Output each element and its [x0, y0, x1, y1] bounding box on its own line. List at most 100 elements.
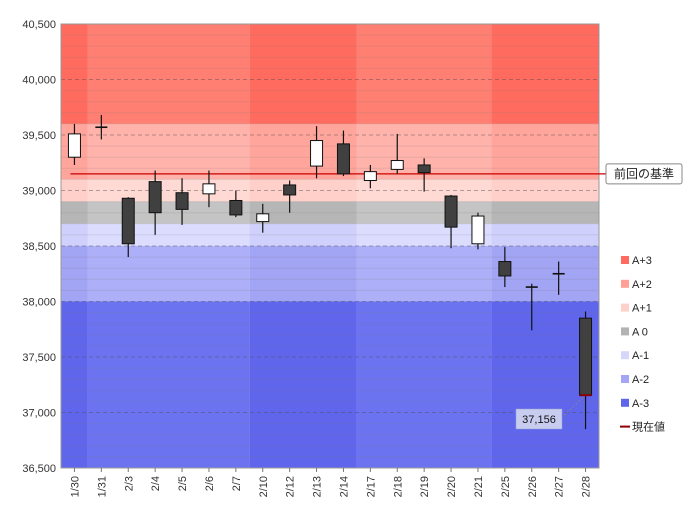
x-tick-label: 2/18 [392, 476, 404, 497]
x-tick-label: 2/7 [231, 476, 243, 491]
candle-body-down [336, 143, 350, 175]
y-tick-label: 40,000 [22, 75, 56, 87]
x-tick-label: 2/21 [473, 476, 485, 497]
candle-2-5 [175, 178, 189, 225]
x-tick-label: 2/20 [446, 476, 458, 497]
reference-label: 前回の基準 [614, 166, 674, 181]
band-aplus1-seg-2 [249, 179, 357, 202]
x-axis: 1/30 1/31 2/3 2/4 2/5 2/6 2/7 2/10 2/12 2/13 2/14 2… [69, 468, 593, 497]
band-aplus2-seg-4 [491, 123, 599, 180]
candle-2-21 [471, 212, 485, 250]
y-tick-label: 37,500 [22, 352, 56, 364]
x-tick-label: 2/17 [365, 476, 377, 497]
candle-body-down [498, 261, 512, 277]
legend-swatch-aminus2 [621, 375, 629, 383]
candle-body-down [175, 192, 189, 210]
y-tick-label: 40,500 [22, 19, 56, 31]
band-aminus3-seg-1 [87, 301, 250, 468]
legend-label: A-2 [632, 374, 649, 386]
x-tick-label: 2/28 [581, 476, 593, 497]
band-aminus2-seg-2 [249, 246, 357, 302]
y-tick-label: 39,000 [22, 186, 56, 198]
band-aminus3-seg-0 [61, 301, 88, 468]
candles [67, 115, 593, 430]
band-aminus1-seg-3 [356, 223, 492, 246]
band-aplus3-seg-1 [87, 24, 250, 124]
candle-2-17 [363, 164, 377, 189]
band-aminus1-seg-4 [491, 223, 599, 246]
band-a0-seg-3 [356, 201, 492, 224]
y-tick-label: 37,000 [22, 408, 56, 420]
candle-body-up [202, 183, 216, 195]
band-aplus3-seg-4 [491, 24, 599, 124]
candle-body-up [310, 140, 324, 167]
candle-body-up [390, 160, 404, 170]
band-aminus1-seg-2 [249, 223, 357, 246]
x-tick-label: 2/19 [419, 476, 431, 497]
candle-2-7 [229, 190, 243, 218]
x-tick-label: 2/27 [554, 476, 566, 497]
legend-label: A-1 [632, 350, 649, 362]
band-aminus2-seg-0 [61, 246, 88, 302]
legend-label: 現在値 [632, 421, 665, 434]
band-aplus2-seg-1 [87, 123, 250, 180]
x-tick-label: 2/26 [527, 476, 539, 497]
x-tick-label: 2/12 [285, 476, 297, 497]
legend-label: A 0 [632, 326, 648, 338]
x-tick-label: 1/30 [69, 476, 81, 497]
band-aminus2-seg-3 [356, 246, 492, 302]
plot-border [60, 23, 600, 469]
candle-2-20 [444, 194, 458, 249]
band-a0-seg-0 [61, 201, 88, 224]
candle-body-up [67, 133, 81, 158]
band-aminus3-seg-2 [249, 301, 357, 468]
band-aplus3-seg-2 [249, 24, 357, 124]
band-aminus3-seg-3 [356, 301, 492, 468]
band-aplus1-seg-4 [491, 179, 599, 202]
candle-body-down [148, 181, 162, 214]
grid-lines [60, 23, 600, 469]
candle-2-18 [390, 133, 404, 174]
candle-2-27 [552, 261, 565, 295]
candle-2-6 [202, 170, 216, 208]
x-tick-label: 2/14 [338, 476, 350, 497]
candle-body-up [256, 213, 270, 223]
band-aminus2-seg-1 [87, 246, 250, 302]
y-tick-label: 38,000 [22, 297, 56, 309]
candle-2-26 [525, 283, 538, 331]
candle-2-19 [417, 158, 431, 192]
candle-1-30 [67, 123, 81, 165]
candle-body-up [471, 215, 485, 245]
x-tick-label: 2/25 [500, 476, 512, 497]
y-tick-label: 36,500 [22, 463, 56, 475]
candle-body-down [579, 317, 593, 396]
candle-body-down [121, 197, 135, 245]
legend-swatch-aminus1 [621, 351, 629, 360]
band-aplus1-seg-0 [61, 179, 88, 202]
candle-2-10 [256, 203, 270, 233]
x-tick-label: 2/5 [177, 476, 189, 491]
y-tick-label: 39,500 [22, 130, 56, 142]
candle-2-12 [283, 180, 297, 213]
candle-2-13 [310, 126, 324, 179]
current-value-leader [560, 396, 584, 419]
current-value-annotation: 37,156 [515, 394, 592, 430]
candle-body-down [283, 184, 297, 196]
candle-body-down [444, 195, 458, 228]
candle-2-28 [579, 311, 593, 430]
current-value-label: 37,156 [522, 414, 556, 426]
candle-2-25 [498, 247, 512, 288]
reference-label-box [605, 163, 683, 185]
legend-swatch-a0 [621, 327, 629, 336]
x-tick-label: 2/10 [258, 476, 270, 497]
legend-swatch-aminus3 [621, 398, 629, 407]
band-aminus1-seg-0 [61, 223, 88, 246]
x-tick-label: 2/6 [204, 476, 216, 491]
legend-label: A+3 [632, 255, 652, 267]
candle-body-up [363, 171, 377, 182]
band-aplus3-seg-0 [61, 24, 88, 124]
legend-swatch-aplus2 [621, 279, 629, 288]
legend-label: A-3 [632, 398, 649, 410]
band-a0-seg-4 [491, 201, 599, 224]
